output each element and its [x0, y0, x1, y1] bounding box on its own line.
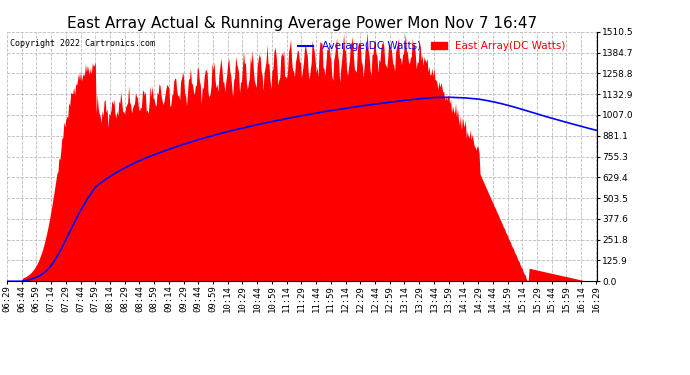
Text: Copyright 2022 Cartronics.com: Copyright 2022 Cartronics.com: [10, 39, 155, 48]
Legend: Average(DC Watts), East Array(DC Watts): Average(DC Watts), East Array(DC Watts): [293, 37, 570, 56]
Title: East Array Actual & Running Average Power Mon Nov 7 16:47: East Array Actual & Running Average Powe…: [67, 16, 537, 31]
